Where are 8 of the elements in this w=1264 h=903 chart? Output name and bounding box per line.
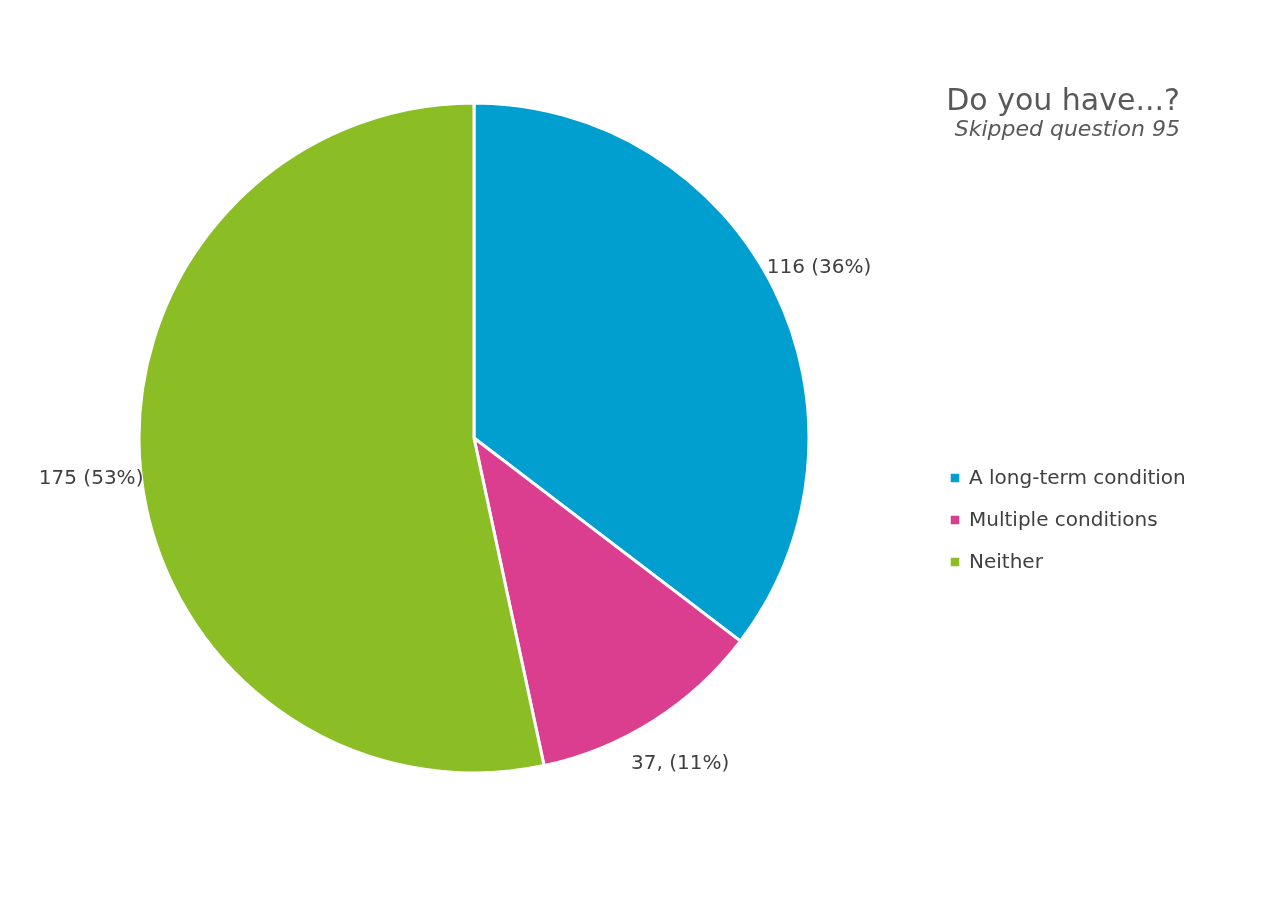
data-label: 37, (11%) [631,750,730,775]
chart-title: Do you have...? [946,82,1180,117]
data-label: 116 (36%) [766,254,872,279]
legend-label: A long-term condition [969,465,1186,489]
text: Skipped question 95 [954,116,1180,141]
data-label: 175 (53%) [38,465,144,490]
legend-label: Multiple conditions [969,507,1158,531]
legend-label: Neither [969,549,1044,573]
